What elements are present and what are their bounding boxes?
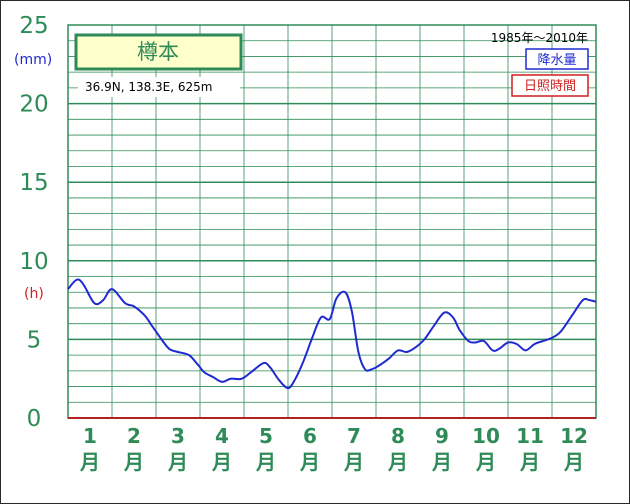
- y-tick-label: 0: [27, 406, 42, 432]
- x-tick-month-suffix: 月: [475, 450, 496, 474]
- x-tick-month-number: 7: [347, 424, 361, 448]
- x-tick-month-number: 8: [391, 424, 405, 448]
- sunshine-unit-label: (h): [24, 286, 44, 302]
- y-tick-label: 25: [19, 13, 48, 39]
- period-label: 1985年〜2010年: [491, 31, 588, 45]
- x-tick-month-suffix: 月: [123, 450, 144, 474]
- coords-bg: [78, 77, 240, 97]
- x-tick-month-suffix: 月: [563, 450, 584, 474]
- x-tick-month-number: 10: [472, 424, 500, 448]
- station-coords: 36.9N, 138.3E, 625m: [85, 80, 212, 94]
- sunshine-line: [67, 278, 597, 390]
- x-tick-month-number: 2: [127, 424, 141, 448]
- x-tick-month-suffix: 月: [211, 450, 232, 474]
- x-tick-month-number: 4: [215, 424, 229, 448]
- station-box: [74, 33, 243, 71]
- precip-unit-label: (mm): [14, 52, 52, 68]
- y-tick-label: 5: [27, 327, 42, 353]
- x-tick-month-suffix: 月: [387, 450, 408, 474]
- x-tick-month-suffix: 月: [299, 450, 320, 474]
- x-tick-month-suffix: 月: [519, 450, 540, 474]
- x-tick-month-suffix: 月: [255, 450, 276, 474]
- legend-sunshine-box: [511, 74, 589, 97]
- x-tick-month-number: 3: [171, 424, 185, 448]
- x-tick-month-number: 1: [83, 424, 97, 448]
- x-tick-month-number: 9: [435, 424, 449, 448]
- x-tick-month-suffix: 月: [431, 450, 452, 474]
- y-tick-label: 15: [19, 170, 48, 196]
- x-tick-month-number: 11: [516, 424, 544, 448]
- legend-precip-label: 降水量: [537, 53, 576, 68]
- x-tick-month-number: 6: [303, 424, 317, 448]
- y-tick-label: 10: [19, 249, 48, 275]
- station-name: 樽本: [137, 40, 179, 64]
- x-tick-month-number: 5: [259, 424, 273, 448]
- x-tick-month-suffix: 月: [343, 450, 364, 474]
- x-tick-month-suffix: 月: [79, 450, 100, 474]
- legend-precip-box: [525, 48, 589, 70]
- y-tick-label: 20: [19, 92, 48, 118]
- x-tick-month-number: 12: [560, 424, 588, 448]
- y-tick-labels: 25 20 15 10 5 0: [19, 13, 48, 432]
- legend-sunshine-label: 日照時間: [524, 79, 576, 94]
- x-tick-month-suffix: 月: [167, 450, 188, 474]
